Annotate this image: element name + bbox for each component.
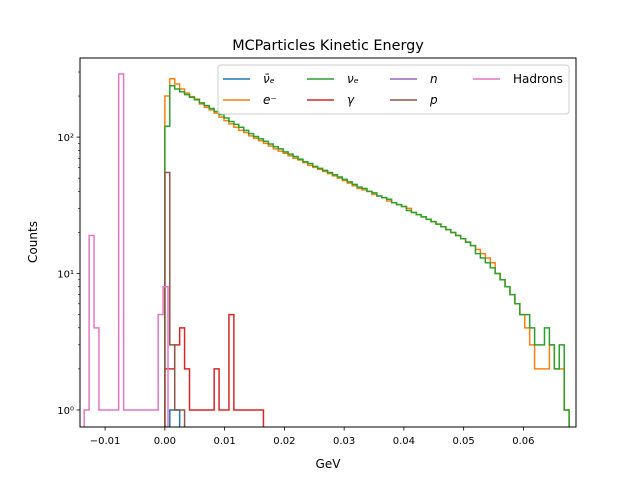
- x-tick-label: 0.00: [154, 436, 176, 447]
- y-axis-label: Counts: [26, 221, 40, 263]
- legend: ν̄ₑ e⁻ νₑ γ np Hadrons: [217, 64, 570, 115]
- legend-label: n: [430, 72, 438, 86]
- series-step-4: [164, 313, 265, 427]
- x-tick-label: 0.06: [512, 436, 534, 447]
- x-axis-label: GeV: [316, 457, 342, 471]
- legend-label: γ: [347, 93, 355, 107]
- plot-area: [83, 73, 570, 427]
- x-tick-label: 0.05: [453, 436, 475, 447]
- series-step-0: [164, 409, 181, 427]
- y-tick-label: 10¹: [57, 270, 74, 281]
- series-step-2: [164, 84, 570, 427]
- x-tick-label: 0.02: [273, 436, 295, 447]
- legend-label: Hadrons: [513, 72, 563, 86]
- x-tick-label: −0.01: [90, 436, 121, 447]
- series-step-6: [83, 73, 169, 427]
- x-tick-label: 0.01: [213, 436, 235, 447]
- axes-frame: [79, 57, 577, 428]
- x-tick-label: 0.03: [333, 436, 355, 447]
- series-step-1: [164, 77, 570, 427]
- y-tick-label: 10⁰: [57, 406, 74, 417]
- y-tick-label: 10²: [57, 133, 74, 144]
- legend-box: [217, 64, 570, 115]
- legend-label: e⁻: [263, 93, 277, 107]
- x-tick-label: 0.04: [393, 436, 415, 447]
- series-step-5: [164, 171, 186, 427]
- legend-label: p: [429, 93, 438, 107]
- x-axis: −0.01 0.00 0.01 0.02 0.03 0.04 0.05 0.06: [90, 427, 535, 447]
- y-axis: 10⁰ 10¹ 10²: [57, 71, 80, 417]
- legend-label: ν̄ₑ: [263, 72, 275, 86]
- legend-label: νₑ: [347, 72, 359, 86]
- chart-title: MCParticles Kinetic Energy: [232, 38, 424, 54]
